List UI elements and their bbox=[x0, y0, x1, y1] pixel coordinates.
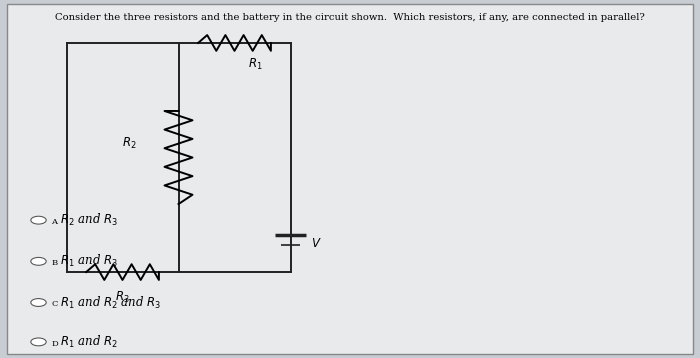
Text: $R_2$ and $R_3$: $R_2$ and $R_3$ bbox=[60, 212, 118, 228]
Text: D: D bbox=[51, 340, 58, 348]
FancyBboxPatch shape bbox=[7, 4, 693, 354]
Circle shape bbox=[31, 338, 46, 346]
Text: $R_1$ and $R_3$: $R_1$ and $R_3$ bbox=[60, 253, 118, 269]
Text: B: B bbox=[51, 259, 57, 267]
Text: A: A bbox=[51, 218, 57, 226]
Text: Consider the three resistors and the battery in the circuit shown.  Which resist: Consider the three resistors and the bat… bbox=[55, 13, 645, 21]
Text: $R_3$: $R_3$ bbox=[116, 290, 130, 305]
Text: $R_2$: $R_2$ bbox=[122, 136, 136, 151]
Circle shape bbox=[31, 299, 46, 306]
Text: $R_1$ and $R_2$: $R_1$ and $R_2$ bbox=[60, 334, 118, 350]
Text: $R_1$: $R_1$ bbox=[248, 57, 263, 72]
Text: $R_1$ and $R_2$ and $R_3$: $R_1$ and $R_2$ and $R_3$ bbox=[60, 295, 161, 310]
Circle shape bbox=[31, 216, 46, 224]
Text: C: C bbox=[51, 300, 57, 308]
Circle shape bbox=[31, 257, 46, 265]
Text: $V$: $V$ bbox=[312, 237, 322, 250]
